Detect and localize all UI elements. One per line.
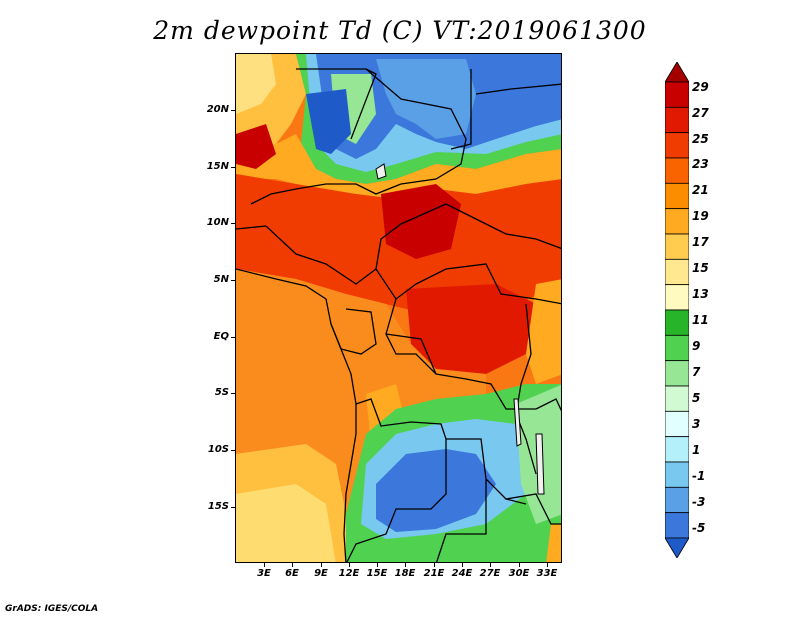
country-borders: [236, 68, 561, 562]
x-axis-label: 18E: [394, 568, 416, 579]
colorbar-segment: [665, 385, 689, 412]
y-tick: [231, 167, 235, 168]
y-axis-label: 5S: [214, 387, 229, 398]
colorbar-segment: [665, 258, 689, 286]
field-sahel-yellow: [236, 134, 561, 199]
field-darkred-nigeria: [381, 184, 461, 259]
x-axis-label: 33E: [536, 568, 558, 579]
y-tick: [231, 110, 235, 111]
colorbar-segment: [665, 512, 689, 539]
x-axis-label: 6E: [285, 568, 299, 579]
x-axis-label: 21E: [423, 568, 445, 579]
lake-outlines: [375, 163, 545, 495]
y-axis-label: 15S: [207, 501, 229, 512]
field-east-yellow: [526, 279, 561, 384]
colorbar-label: 13: [692, 287, 709, 301]
colorbar-label: 5: [692, 391, 701, 405]
x-axis-label: 30E: [508, 568, 530, 579]
colorbar-label: 27: [692, 106, 709, 120]
colorbar-segment: [665, 62, 689, 83]
y-axis-label: 5N: [213, 274, 229, 285]
field-nw-lightyellow: [236, 54, 276, 114]
x-tick: [321, 563, 322, 567]
colorbar-segment: [665, 132, 689, 159]
y-tick: [231, 450, 235, 451]
colorbar-label: -1: [692, 469, 706, 483]
colorbar-segment: [665, 182, 689, 210]
colorbar: [665, 62, 689, 558]
x-tick: [547, 563, 548, 567]
x-tick: [349, 563, 350, 567]
y-tick: [231, 223, 235, 224]
colorbar-label: 17: [692, 235, 709, 249]
x-axis-label: 15E: [366, 568, 388, 579]
colorbar-segment: [665, 208, 689, 235]
field-atlantic-lightyellow: [236, 484, 336, 562]
y-axis-label: 10N: [206, 217, 229, 228]
colorbar-segment: [665, 461, 689, 488]
colorbar-label: -3: [692, 495, 706, 509]
coastline: [236, 268, 357, 562]
colorbar-segment: [665, 309, 689, 336]
x-tick: [405, 563, 406, 567]
x-axis-label: 3E: [257, 568, 271, 579]
y-tick: [231, 337, 235, 338]
colorbar-segment: [665, 157, 689, 184]
field-sahara-blue2: [376, 59, 476, 139]
colorbar-label: -5: [692, 521, 706, 535]
y-axis-label: 10S: [207, 444, 229, 455]
x-tick: [490, 563, 491, 567]
colorbar-segment: [665, 284, 689, 311]
x-tick: [292, 563, 293, 567]
y-tick: [231, 507, 235, 508]
colorbar-label: 19: [692, 209, 709, 223]
field-darkred-nw: [236, 124, 276, 169]
x-tick: [377, 563, 378, 567]
colorbar-segment: [665, 436, 689, 463]
y-axis-label: 20N: [206, 104, 229, 115]
colorbar-label: 1: [692, 443, 701, 457]
y-axis-label: EQ: [213, 331, 229, 342]
colorbar-label: 11: [692, 313, 709, 327]
field-south-blue: [376, 449, 496, 532]
y-tick: [231, 280, 235, 281]
y-tick: [231, 393, 235, 394]
colorbar-segment: [665, 537, 689, 558]
field-sea-orange: [546, 524, 561, 562]
colorbar-segment: [665, 360, 689, 387]
x-axis-label: 12E: [338, 568, 360, 579]
colorbar-segment: [665, 81, 689, 108]
colorbar-segment: [665, 334, 689, 362]
colorbar-label: 7: [692, 365, 701, 379]
x-axis-label: 24E: [451, 568, 473, 579]
field-sahara-blue3: [306, 89, 351, 154]
colorbar-label: 25: [692, 132, 709, 146]
x-axis-label: 9E: [314, 568, 328, 579]
credit-text: GrADS: IGES/COLA: [5, 604, 99, 614]
dewpoint-map: [235, 53, 562, 563]
colorbar-segment: [665, 233, 689, 260]
colorbar-label: 23: [692, 157, 709, 171]
colorbar-segment: [665, 486, 689, 514]
x-tick: [462, 563, 463, 567]
colorbar-label: 3: [692, 417, 701, 431]
colorbar-segment: [665, 106, 689, 134]
y-axis-label: 15N: [206, 161, 229, 172]
colorbar-label: 29: [692, 80, 709, 94]
colorbar-segment: [665, 410, 689, 438]
colorbar-label: 21: [692, 183, 709, 197]
x-axis-label: 27E: [479, 568, 501, 579]
colorbar-label: 9: [692, 339, 701, 353]
x-tick: [519, 563, 520, 567]
chart-title: 2m dewpoint Td (C) VT:2019061300: [153, 16, 647, 45]
colorbar-label: 15: [692, 261, 709, 275]
x-tick: [264, 563, 265, 567]
x-tick: [434, 563, 435, 567]
field-red-congo: [406, 284, 536, 374]
